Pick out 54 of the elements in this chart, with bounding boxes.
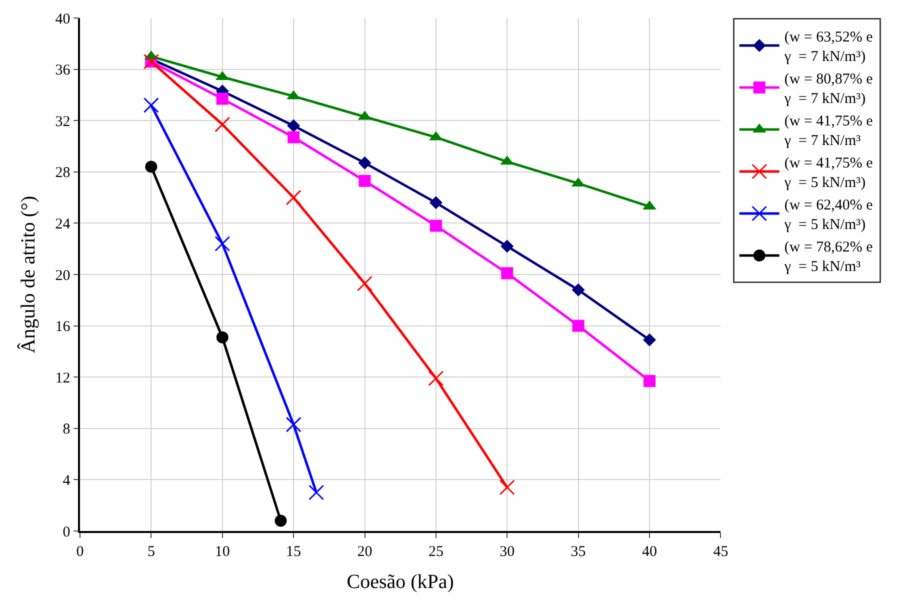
point [429,196,442,210]
y-tick-label: 28 [55,165,70,182]
y-tick-label: 12 [55,370,70,386]
y-tick-label: 32 [55,114,70,130]
y-tick-label: 36 [55,62,71,79]
x-axis-title: Coesão (kPa) [346,570,454,593]
x-tick-label: 0 [76,544,84,560]
legend-label: (w = 63,52% e γ = 7 kN/m³) [783,30,874,66]
point [358,174,371,187]
point [499,480,515,496]
x-tick-label: 15 [286,544,302,560]
y-tick-label: 0 [62,524,70,540]
point [644,374,656,387]
x-tick-label: 30 [500,544,515,560]
point [428,370,444,386]
point [287,119,300,132]
point [214,236,230,252]
point [500,240,514,253]
legend-label: (w = 78,62% e γ = 5 kN/m³ [783,240,874,276]
point [143,97,159,113]
point [288,131,300,144]
y-axis-title: Ângulo de atrito (°) [16,196,40,354]
x-tick-label: 10 [214,544,230,560]
y-tick-label: 24 [55,216,71,232]
point [430,220,442,232]
x-tick-label: 45 [713,544,728,560]
x-tick-label: 20 [357,544,372,560]
point [501,267,514,280]
point [572,283,585,296]
point [643,333,656,346]
point [214,116,230,132]
legend-label: (w = 41,75% e γ = 5 kN/m³) [783,156,874,192]
x-tick-label: 35 [570,544,586,560]
x-tick-label: 40 [642,544,657,560]
point [145,160,158,173]
point [572,320,584,332]
point [286,190,302,206]
x-tick-label: 25 [428,544,444,560]
legend-label: (w = 62,40% e γ = 5 kN/m³) [783,198,874,234]
legend-label: (w = 80,87% e γ = 7 kN/m³) [783,72,874,108]
point [274,514,287,527]
y-tick-label: 8 [62,422,70,438]
y-tick-label: 4 [62,472,71,489]
legend-label: (w = 41,75% e γ = 7 kN/m³ [783,114,874,150]
y-tick-label: 40 [55,11,70,28]
point [358,156,372,170]
point [357,276,372,292]
y-tick-label: 20 [55,268,70,284]
x-tick-label: 5 [147,544,155,560]
point [286,416,302,432]
y-tick-label: 16 [55,319,71,336]
point [308,484,324,500]
point [216,92,228,105]
point [216,331,228,344]
